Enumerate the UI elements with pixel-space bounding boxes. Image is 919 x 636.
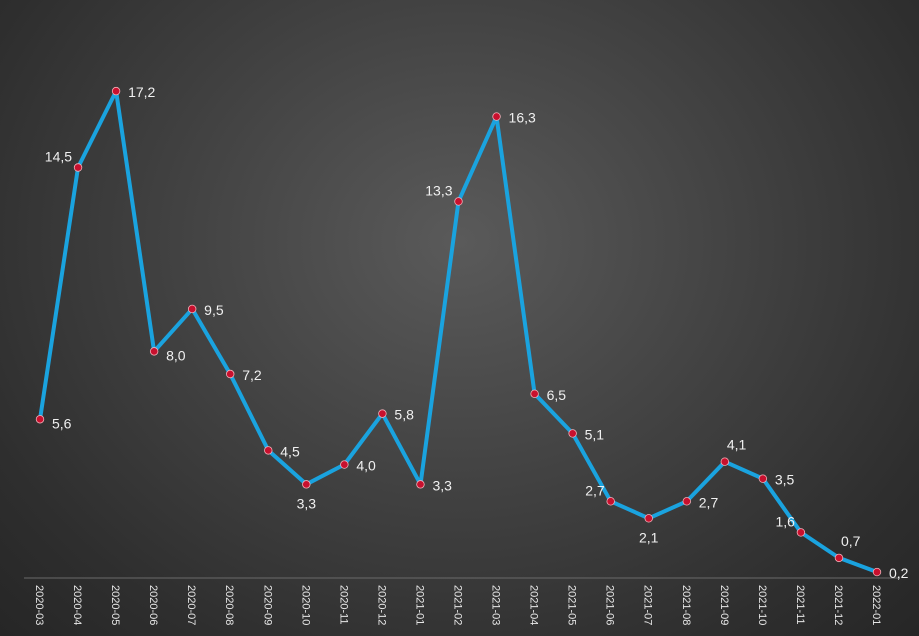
data-point [149,347,159,356]
data-point [454,197,463,206]
data-point [606,497,615,506]
data-label: 0,2 [889,565,909,581]
x-tick-label: 2021-12 [832,585,844,625]
x-tick-label: 2021-09 [718,585,730,625]
x-tick-label: 2020-06 [147,585,159,625]
data-point [796,528,806,537]
data-point [73,163,83,172]
data-label: 13,3 [425,182,452,198]
data-label: 5,8 [394,407,414,423]
data-label: 3,3 [297,495,317,511]
data-point [758,474,768,483]
x-tick-label: 2021-05 [566,585,578,625]
data-label: 3,5 [775,472,795,488]
data-point [226,369,235,379]
x-tick-label: 2020-07 [185,585,197,625]
data-label: 1,6 [775,513,795,529]
x-tick-label: 2021-04 [528,585,540,625]
x-tick-label: 2021-07 [642,585,654,625]
data-label: 7,2 [242,367,262,383]
data-point [834,553,844,563]
series-line [38,89,879,574]
data-point [111,86,121,96]
x-tick-label: 2020-11 [337,585,349,625]
data-point [492,112,501,121]
data-label: 4,0 [356,458,376,474]
data-label: 3,3 [432,477,452,493]
x-tick-label: 2021-10 [756,585,768,625]
data-label: 4,5 [280,443,300,459]
data-label: 14,5 [45,148,72,164]
data-point [720,457,730,466]
data-label: 4,1 [727,437,747,453]
x-tick-label: 2021-02 [452,585,464,625]
x-tick-label: 2021-01 [413,585,425,625]
x-tick-label: 2022-01 [870,585,882,625]
data-label: 16,3 [509,110,536,126]
data-label: 9,5 [204,302,224,318]
x-tick-label: 2020-03 [33,585,45,625]
x-tick-label: 2020-08 [223,585,235,625]
x-tick-label: 2021-06 [604,585,616,625]
x-tick-label: 2021-03 [490,585,502,625]
x-tick-label: 2020-05 [109,585,121,625]
data-label: 17,2 [128,84,155,100]
x-tick-label: 2020-04 [71,585,83,625]
data-point [872,567,882,577]
data-point [682,497,691,506]
x-tick-label: 2021-08 [680,585,692,625]
data-label: 2,7 [699,494,719,510]
data-label: 8,0 [166,347,186,363]
data-label: 6,5 [547,387,567,403]
x-tick-label: 2020-09 [261,585,273,625]
data-label: 0,7 [841,533,861,549]
data-point [187,304,197,314]
data-label: 5,1 [585,426,605,442]
data-label: 2,7 [585,482,605,498]
data-label: 5,6 [52,415,72,431]
x-tick-label: 2021-11 [794,585,806,625]
data-point [568,429,577,438]
data-label: 2,1 [639,529,659,545]
data-point [35,415,45,424]
x-tick-label: 2020-12 [375,585,387,625]
data-point [644,514,653,523]
data-point [264,446,273,455]
data-point [530,389,539,399]
data-point [378,409,387,418]
data-point [340,460,349,469]
x-tick-label: 2020-10 [299,585,311,625]
data-point [302,480,311,489]
data-point [416,480,425,489]
